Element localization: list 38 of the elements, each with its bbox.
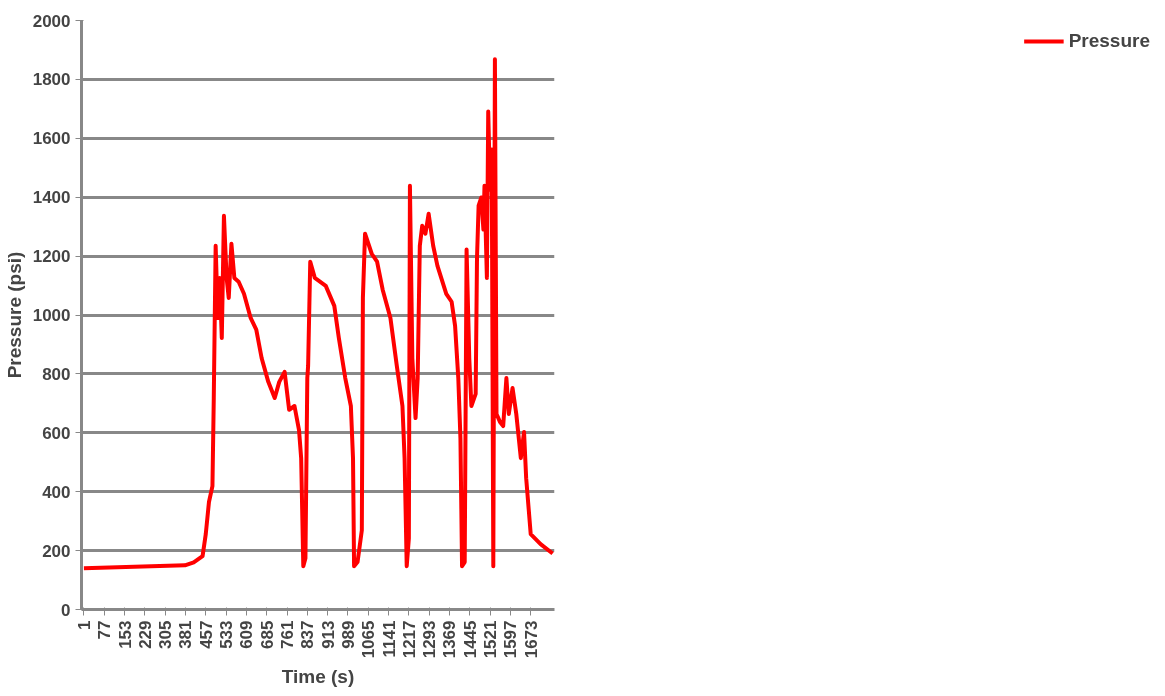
y-tick-label: 200 xyxy=(42,541,71,561)
x-tick-label: 229 xyxy=(135,620,155,649)
y-tick-label: 800 xyxy=(42,364,71,384)
line-series xyxy=(81,57,555,571)
x-tick-label: 77 xyxy=(95,620,115,640)
x-tick-label: 1673 xyxy=(521,620,541,659)
y-tick-label: 0 xyxy=(61,600,71,620)
y-tick-label: 400 xyxy=(42,482,71,502)
y-tick-label: 1400 xyxy=(32,188,71,208)
x-axis-title: Time (s) xyxy=(281,666,355,688)
x-tick-label: 1293 xyxy=(420,620,440,659)
y-tick-label: 600 xyxy=(42,423,71,443)
legend-label: Pressure xyxy=(1068,30,1150,52)
y-tick-label: 1600 xyxy=(32,129,71,149)
x-tick-label: 1217 xyxy=(399,620,419,659)
y-tick-label: 1200 xyxy=(32,247,71,267)
y-tick-label: 1000 xyxy=(32,306,71,325)
x-tick-label: 989 xyxy=(338,620,358,649)
x-tick-label: 685 xyxy=(257,620,277,649)
x-tick-label: 305 xyxy=(156,620,176,649)
x-tick-label: 1597 xyxy=(501,620,521,659)
x-tick-label: 1369 xyxy=(440,620,460,659)
x-tick-label: 761 xyxy=(278,620,297,649)
y-axis-title: Pressure (psi) xyxy=(3,251,25,379)
y-tick-label: 1800 xyxy=(32,70,71,90)
x-tick-label: 457 xyxy=(196,620,216,649)
x-tick-label: 837 xyxy=(298,620,318,649)
x-tick-label: 381 xyxy=(176,620,196,649)
x-tick-label: 153 xyxy=(115,620,135,649)
x-tick-label: 913 xyxy=(318,620,338,649)
x-tick-label: 1521 xyxy=(481,620,501,659)
x-tick-label: 1445 xyxy=(460,620,480,659)
x-tick-label: 1141 xyxy=(379,620,399,658)
x-tick-label: 1065 xyxy=(359,620,379,659)
x-tick-label: 609 xyxy=(237,620,257,649)
y-tick-label: 2000 xyxy=(32,11,71,31)
x-tick-label: 1 xyxy=(74,620,94,630)
x-tick-label: 533 xyxy=(217,620,237,649)
